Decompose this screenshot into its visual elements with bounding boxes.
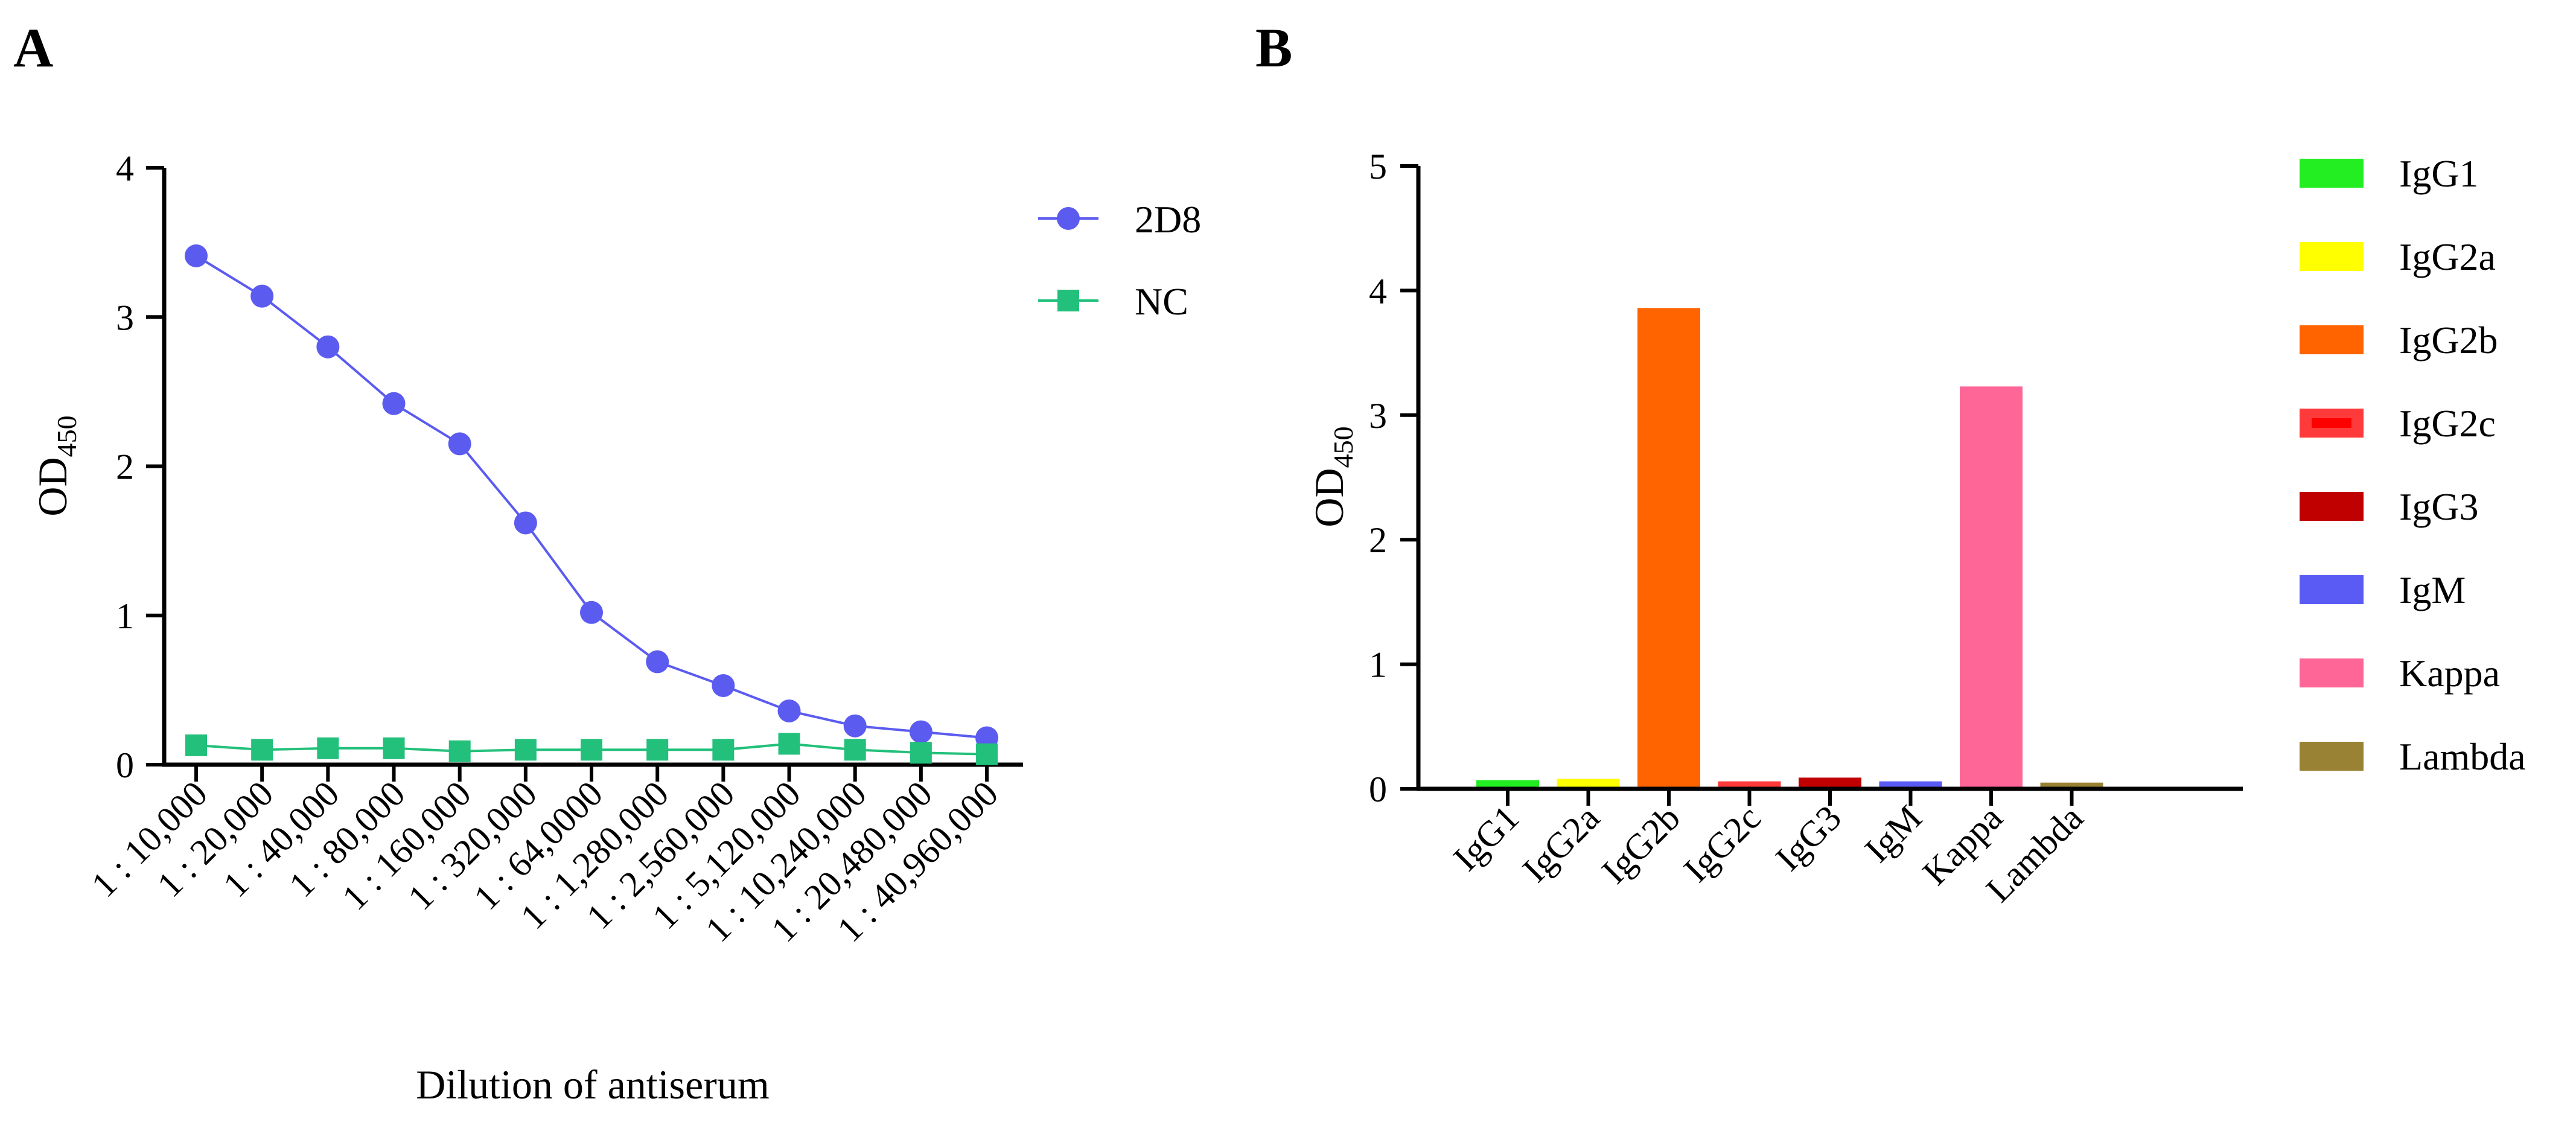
data-point-nc (185, 734, 207, 756)
legend-label-igg2b: IgG2b (2399, 319, 2498, 362)
bar-igg1 (1476, 780, 1539, 789)
panel-a-y-axis-title: OD450 (30, 415, 82, 516)
data-point-nc (448, 740, 471, 762)
series-line-2d8 (195, 255, 987, 739)
legend-label-igg2a: IgG2a (2399, 235, 2496, 278)
data-point-2d8 (712, 674, 735, 697)
data-point-nc (646, 739, 669, 761)
data-point-2d8 (514, 511, 537, 535)
data-point-nc (317, 737, 339, 759)
data-point-nc (910, 742, 932, 764)
legend-swatch-kappa (2300, 658, 2364, 687)
panel-a-y-tick-label: 0 (116, 745, 134, 785)
panel-a-y-tick-label: 3 (116, 298, 134, 337)
legend-swatch-igg2b (2300, 325, 2364, 354)
panel-b-x-tick-label: IgG1 (1446, 798, 1526, 879)
panel-b-legend: IgG1 IgG2a IgG2b IgG2c IgG3 IgM Kappa Lambda (2300, 152, 2526, 778)
legend-swatch-igg2a (2300, 242, 2364, 271)
data-point-2d8 (909, 720, 933, 744)
data-point-nc (581, 739, 603, 761)
panel-b-y-tick-label: 4 (1369, 271, 1387, 311)
panel-a-y-tick-label: 1 (116, 596, 134, 636)
data-point-2d8 (448, 432, 471, 456)
panel-b-x-tick-label: IgG2b (1594, 798, 1688, 891)
data-point-2d8 (250, 284, 274, 308)
legend-swatch-mark-igg2c (2312, 418, 2351, 428)
bar-igg3 (1799, 777, 1861, 789)
panel-b-x-tick-label: IgM (1857, 798, 1930, 870)
legend-label-igm: IgM (2399, 569, 2466, 611)
panel-b-x-tick-label: IgG2a (1515, 798, 1607, 890)
data-point-2d8 (316, 335, 340, 359)
data-point-2d8 (777, 699, 801, 722)
data-point-nc (251, 739, 273, 761)
panel-b-x-tick-label: IgG3 (1768, 798, 1849, 879)
data-point-nc (844, 739, 866, 761)
data-point-2d8 (580, 601, 604, 624)
legend-swatch-igg1 (2300, 159, 2364, 188)
data-point-2d8 (185, 244, 208, 267)
data-point-nc (712, 739, 735, 761)
panel-a-x-axis-title: Dilution of antiserum (416, 1062, 769, 1107)
legend-swatch-lambda (2300, 742, 2364, 771)
panel-a-y-tick-label: 2 (116, 447, 134, 487)
data-point-nc (778, 733, 800, 755)
data-point-2d8 (382, 392, 406, 415)
panel-b-y-axis-title: OD450 (1306, 426, 1359, 527)
data-point-nc (514, 739, 537, 761)
panel-a-legend: 2D8 NC (1038, 198, 1201, 323)
data-point-2d8 (646, 650, 669, 674)
legend-marker-nc (1057, 290, 1079, 311)
legend-label-igg3: IgG3 (2399, 485, 2479, 528)
legend-label-igg2c: IgG2c (2399, 402, 2496, 445)
legend-label-nc: NC (1135, 280, 1188, 323)
panel-b-y-tick-label: 1 (1369, 645, 1387, 685)
panel-a-y-tick-label: 4 (116, 148, 134, 188)
legend-label-2d8: 2D8 (1135, 198, 1201, 241)
panel-b-label: B (1255, 17, 1292, 78)
panel-b-y-tick-label: 0 (1369, 770, 1387, 809)
legend-label-lambda: Lambda (2399, 735, 2526, 778)
data-point-nc (383, 737, 405, 759)
data-point-2d8 (843, 714, 867, 738)
legend-label-igg1: IgG1 (2399, 152, 2479, 195)
panel-a-label: A (13, 17, 53, 78)
legend-label-kappa: Kappa (2399, 652, 2500, 695)
data-point-nc (976, 743, 998, 765)
bar-igg2b (1637, 308, 1700, 789)
legend-swatch-igg3 (2300, 492, 2364, 521)
bar-lambda (2040, 782, 2103, 789)
bar-kappa (1960, 386, 2023, 789)
panel-b-x-tick-label: IgG2c (1676, 798, 1768, 890)
legend-marker-2d8 (1057, 207, 1080, 230)
legend-swatch-igm (2300, 575, 2364, 604)
bar-igg2a (1557, 779, 1620, 789)
panel-b-y-tick-label: 2 (1369, 520, 1387, 560)
panel-b-y-tick-label: 3 (1369, 396, 1387, 436)
panel-b-y-tick-label: 5 (1369, 147, 1387, 186)
